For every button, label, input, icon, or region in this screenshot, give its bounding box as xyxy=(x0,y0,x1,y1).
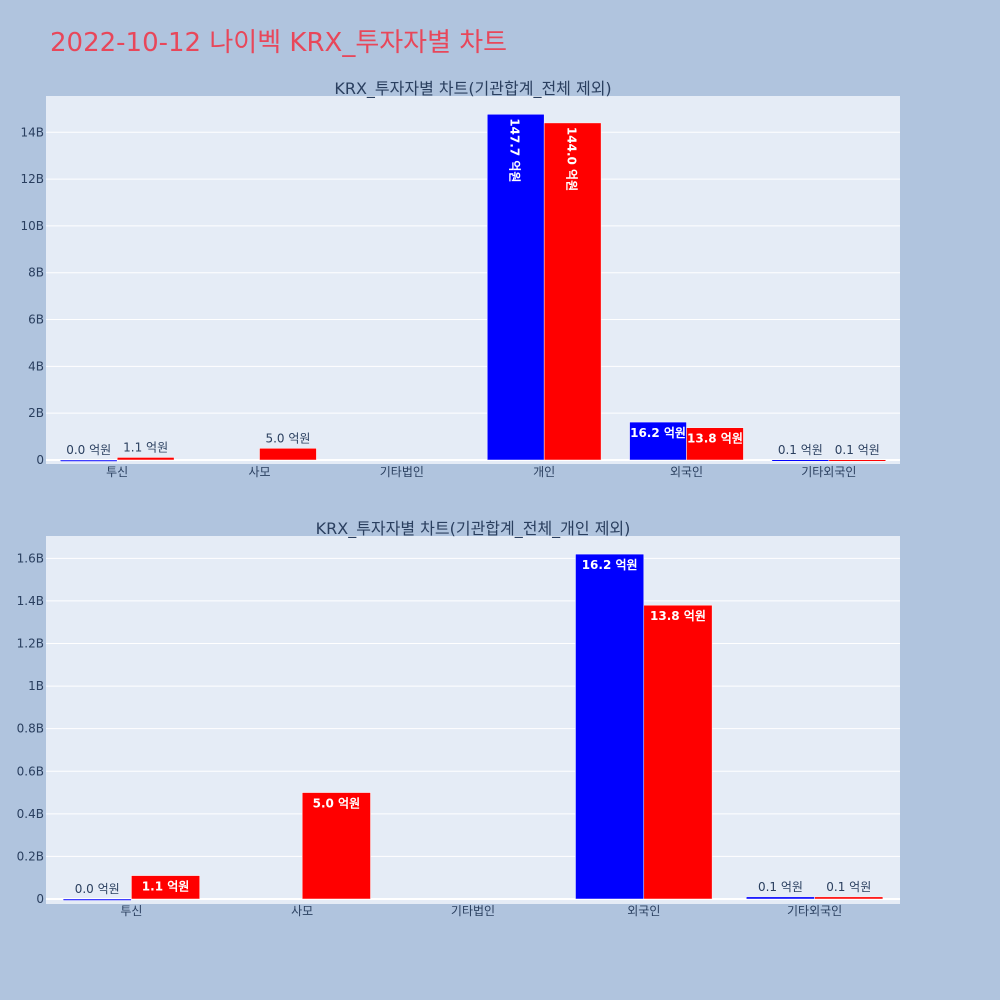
data-label: 16.2 억원 xyxy=(630,426,686,440)
bar xyxy=(771,459,830,462)
chart-title: KRX_투자자별 차트(기관합계_전체_개인 제외) xyxy=(316,519,631,539)
bar xyxy=(62,898,132,901)
x-tick-label: 기타외국인 xyxy=(787,904,842,918)
y-tick-label: 1.4B xyxy=(17,594,44,608)
y-tick-label: 1.6B xyxy=(17,551,44,565)
chart-title: KRX_투자자별 차트(기관합계_전체 제외) xyxy=(334,79,611,99)
bar xyxy=(828,459,887,462)
bar xyxy=(259,448,317,461)
y-tick-label: 0.2B xyxy=(17,849,44,863)
x-tick-label: 기타법인 xyxy=(451,904,495,918)
data-label: 0.0 억원 xyxy=(75,882,120,896)
x-tick-label: 기타법인 xyxy=(380,465,424,479)
x-tick-label: 투신 xyxy=(120,904,142,918)
chart-bottom: 0 0.2B 0.4B 0.6B 0.8B 1B 1.2B 1.4B 1.6B KRX_투자자별 … xyxy=(17,519,900,918)
y-tick-label: 0 xyxy=(36,453,44,467)
y-tick-label: 14B xyxy=(20,125,44,139)
data-label: 1.1 억원 xyxy=(142,880,190,894)
data-label: 13.8 억원 xyxy=(650,609,706,623)
x-tick-label: 외국인 xyxy=(627,904,660,918)
bar xyxy=(116,457,175,461)
y-tick-label: 2B xyxy=(28,406,44,420)
y-tick-label: 0.4B xyxy=(17,807,44,821)
bar xyxy=(59,459,118,462)
y-tick-label: 8B xyxy=(28,266,44,280)
data-label: 13.8 억원 xyxy=(687,432,743,446)
bar xyxy=(629,421,687,461)
y-tick-label: 1B xyxy=(28,679,44,693)
bar xyxy=(543,122,602,461)
bar xyxy=(686,427,744,461)
chart-top: 0 2B 4B 6B 8B 10B 12B 14B KRX_투자자별 차트(기관합계_전체 제외… xyxy=(20,79,900,479)
bar xyxy=(814,896,884,900)
data-label: 0.0 억원 xyxy=(66,443,111,457)
y-tick-label: 0.8B xyxy=(17,722,44,736)
y-tick-label: 6B xyxy=(28,313,44,327)
data-label: 144.0 억원 xyxy=(565,127,579,191)
x-tick-label: 사모 xyxy=(248,465,270,479)
data-label: 0.1 억원 xyxy=(778,443,823,457)
bar xyxy=(643,604,713,900)
bar xyxy=(746,896,815,900)
plot-area xyxy=(46,536,900,904)
y-tick-label: 0.6B xyxy=(17,764,44,778)
x-tick-label: 기타외국인 xyxy=(801,465,856,479)
data-label: 16.2 억원 xyxy=(582,558,638,572)
bar xyxy=(575,553,645,900)
y-tick-label: 0 xyxy=(36,892,44,906)
x-tick-label: 개인 xyxy=(533,465,555,479)
data-label: 1.1 억원 xyxy=(123,440,168,454)
data-label: 147.7 억원 xyxy=(508,118,522,182)
data-label: 0.1 억원 xyxy=(826,880,871,894)
data-label: 0.1 억원 xyxy=(835,443,880,457)
bar xyxy=(131,875,200,900)
bar xyxy=(301,792,371,900)
data-label: 5.0 억원 xyxy=(313,797,361,811)
y-tick-label: 10B xyxy=(20,219,44,233)
page-title: 2022-10-12 나이벡 KRX_투자자별 차트 xyxy=(50,28,508,58)
data-label: 5.0 억원 xyxy=(265,431,310,445)
y-tick-label: 1.2B xyxy=(17,637,44,651)
x-tick-label: 투신 xyxy=(106,465,128,479)
x-tick-label: 외국인 xyxy=(670,465,703,479)
y-tick-label: 12B xyxy=(20,172,44,186)
data-label: 0.1 억원 xyxy=(758,880,803,894)
y-tick-label: 4B xyxy=(28,359,44,373)
plot-area xyxy=(46,96,900,464)
x-tick-label: 사모 xyxy=(291,904,313,918)
bar xyxy=(486,114,545,461)
